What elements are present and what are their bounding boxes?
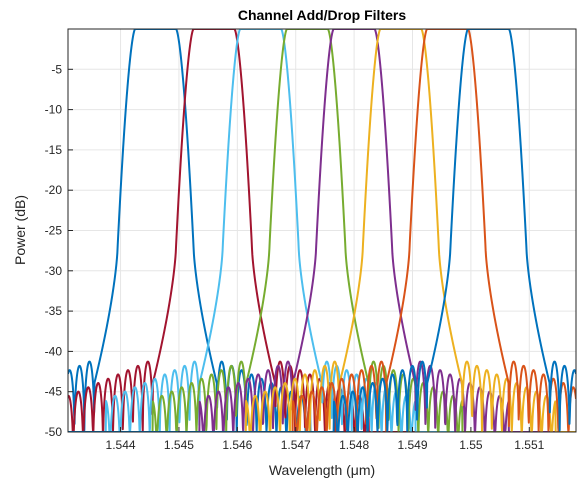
series-layer <box>68 29 576 432</box>
y-tick-label: -45 <box>45 385 63 399</box>
x-tick-label: 1.549 <box>397 438 427 452</box>
x-axis-label: Wavelength (μm) <box>269 462 375 478</box>
x-tick-label: 1.546 <box>222 438 252 452</box>
x-tick-label: 1.547 <box>281 438 311 452</box>
y-tick-label: -5 <box>51 62 62 76</box>
y-tick-label: -30 <box>45 264 63 278</box>
x-tick-label: 1.551 <box>514 438 544 452</box>
y-tick-label: -40 <box>45 344 63 358</box>
y-axis-label: Power (dB) <box>12 195 28 265</box>
x-tick-label: 1.545 <box>164 438 194 452</box>
filter-response-line <box>68 29 576 432</box>
x-tick-label: 1.548 <box>339 438 369 452</box>
y-tick-label: -25 <box>45 224 63 238</box>
y-tick-label: -15 <box>45 143 63 157</box>
x-tick-label: 1.544 <box>106 438 136 452</box>
y-tick-label: -50 <box>45 425 63 439</box>
y-tick-label: -35 <box>45 304 63 318</box>
x-tick-label: 1.55 <box>459 438 483 452</box>
y-ticks: -5 -10 -15 -20 -25 -30 -35 -40 -45 -50 <box>45 62 73 439</box>
y-tick-label: -10 <box>45 103 63 117</box>
x-ticks: 1.544 1.545 1.546 1.547 1.548 1.549 1.55 1.551 <box>106 427 545 452</box>
filter-response-line <box>68 29 576 432</box>
chart-title: Channel Add/Drop Filters <box>238 7 406 23</box>
y-tick-label: -20 <box>45 183 63 197</box>
filter-response-line <box>68 29 576 432</box>
